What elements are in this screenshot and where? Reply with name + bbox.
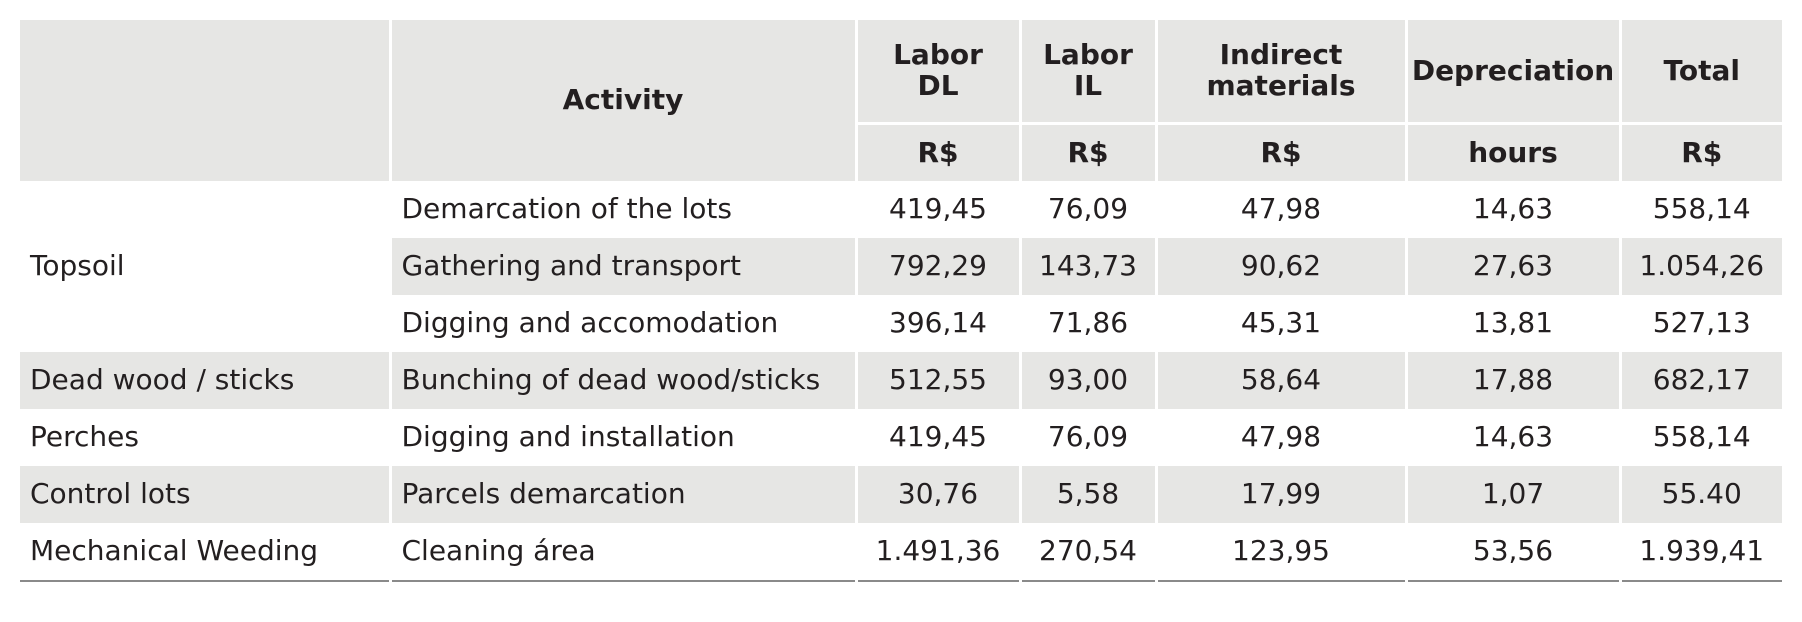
value-cell: 270,54 (1018, 523, 1156, 582)
table-header: Activity Labor DL Labor IL Indirect mate… (20, 20, 1782, 181)
value-cell: 512,55 (854, 352, 1020, 409)
value-cell: 14,63 (1404, 181, 1620, 238)
activity-cell: Demarcation of the lots (388, 181, 856, 238)
activity-cell: Cleaning área (388, 523, 856, 582)
value-cell: 76,09 (1018, 409, 1156, 466)
table-row: Perches Digging and installation 419,45 … (20, 409, 1782, 466)
value-cell: 1.054,26 (1618, 238, 1782, 295)
table-row: Topsoil Demarcation of the lots 419,45 7… (20, 181, 1782, 352)
col-header-depreciation: Depreciation (1404, 20, 1620, 125)
value-cell: 55.40 (1618, 466, 1782, 523)
value-cell: 47,98 (1154, 409, 1406, 466)
activity-cell: Gathering and transport (388, 238, 856, 295)
value-cell: 419,45 (854, 181, 1020, 238)
table-row: Dead wood / sticks Bunching of dead wood… (20, 352, 1782, 409)
value-cell: 71,86 (1018, 295, 1156, 352)
cost-table: Activity Labor DL Labor IL Indirect mate… (20, 20, 1782, 582)
col-header-labor-il: Labor IL (1018, 20, 1156, 125)
value-cell: 53,56 (1404, 523, 1620, 582)
value-cell: 558,14 (1618, 409, 1782, 466)
value-cell: 1,07 (1404, 466, 1620, 523)
table-row: Control lots Parcels demarcation 30,76 5… (20, 466, 1782, 523)
group-label-topsoil: Topsoil (20, 181, 390, 352)
group-label-control-lots: Control lots (20, 466, 390, 523)
unit-depreciation: hours (1404, 123, 1620, 181)
value-cell: 47,98 (1154, 181, 1406, 238)
value-cell: 17,88 (1404, 352, 1620, 409)
value-cell: 792,29 (854, 238, 1020, 295)
unit-total: R$ (1618, 123, 1782, 181)
value-cell: 558,14 (1618, 181, 1782, 238)
value-cell: 123,95 (1154, 523, 1406, 582)
value-cell: 14,63 (1404, 409, 1620, 466)
group-label-perches: Perches (20, 409, 390, 466)
table-body: Topsoil Demarcation of the lots 419,45 7… (20, 181, 1782, 582)
col-header-indirect-materials: Indirect materials (1154, 20, 1406, 125)
value-cell: 527,13 (1618, 295, 1782, 352)
col-header-total: Total (1618, 20, 1782, 125)
value-cell: 419,45 (854, 409, 1020, 466)
value-cell: 1.939,41 (1618, 523, 1782, 582)
group-label-dead-wood: Dead wood / sticks (20, 352, 390, 409)
activity-header: Activity (388, 20, 856, 181)
value-cell: 90,62 (1154, 238, 1406, 295)
value-cell: 17,99 (1154, 466, 1406, 523)
value-cell: 396,14 (854, 295, 1020, 352)
value-cell: 30,76 (854, 466, 1020, 523)
group-header-cell (20, 20, 390, 181)
unit-indirect-materials: R$ (1154, 123, 1406, 181)
unit-labor-il: R$ (1018, 123, 1156, 181)
value-cell: 45,31 (1154, 295, 1406, 352)
value-cell: 76,09 (1018, 181, 1156, 238)
activity-cell: Bunching of dead wood/sticks (388, 352, 856, 409)
activity-cell: Digging and installation (388, 409, 856, 466)
value-cell: 13,81 (1404, 295, 1620, 352)
group-label-weeding: Mechanical Weeding (20, 523, 390, 582)
activity-cell: Parcels demarcation (388, 466, 856, 523)
col-header-labor-dl: Labor DL (854, 20, 1020, 125)
value-cell: 5,58 (1018, 466, 1156, 523)
activity-cell: Digging and accomodation (388, 295, 856, 352)
table-row: Gathering and transport 792,29 143,73 90… (20, 238, 1782, 295)
table-row: Digging and accomodation 396,14 71,86 45… (20, 295, 1782, 352)
value-cell: 93,00 (1018, 352, 1156, 409)
value-cell: 58,64 (1154, 352, 1406, 409)
value-cell: 27,63 (1404, 238, 1620, 295)
value-cell: 143,73 (1018, 238, 1156, 295)
unit-labor-dl: R$ (854, 123, 1020, 181)
value-cell: 1.491,36 (854, 523, 1020, 582)
value-cell: 682,17 (1618, 352, 1782, 409)
table-row: Mechanical Weeding Cleaning área 1.491,3… (20, 523, 1782, 582)
